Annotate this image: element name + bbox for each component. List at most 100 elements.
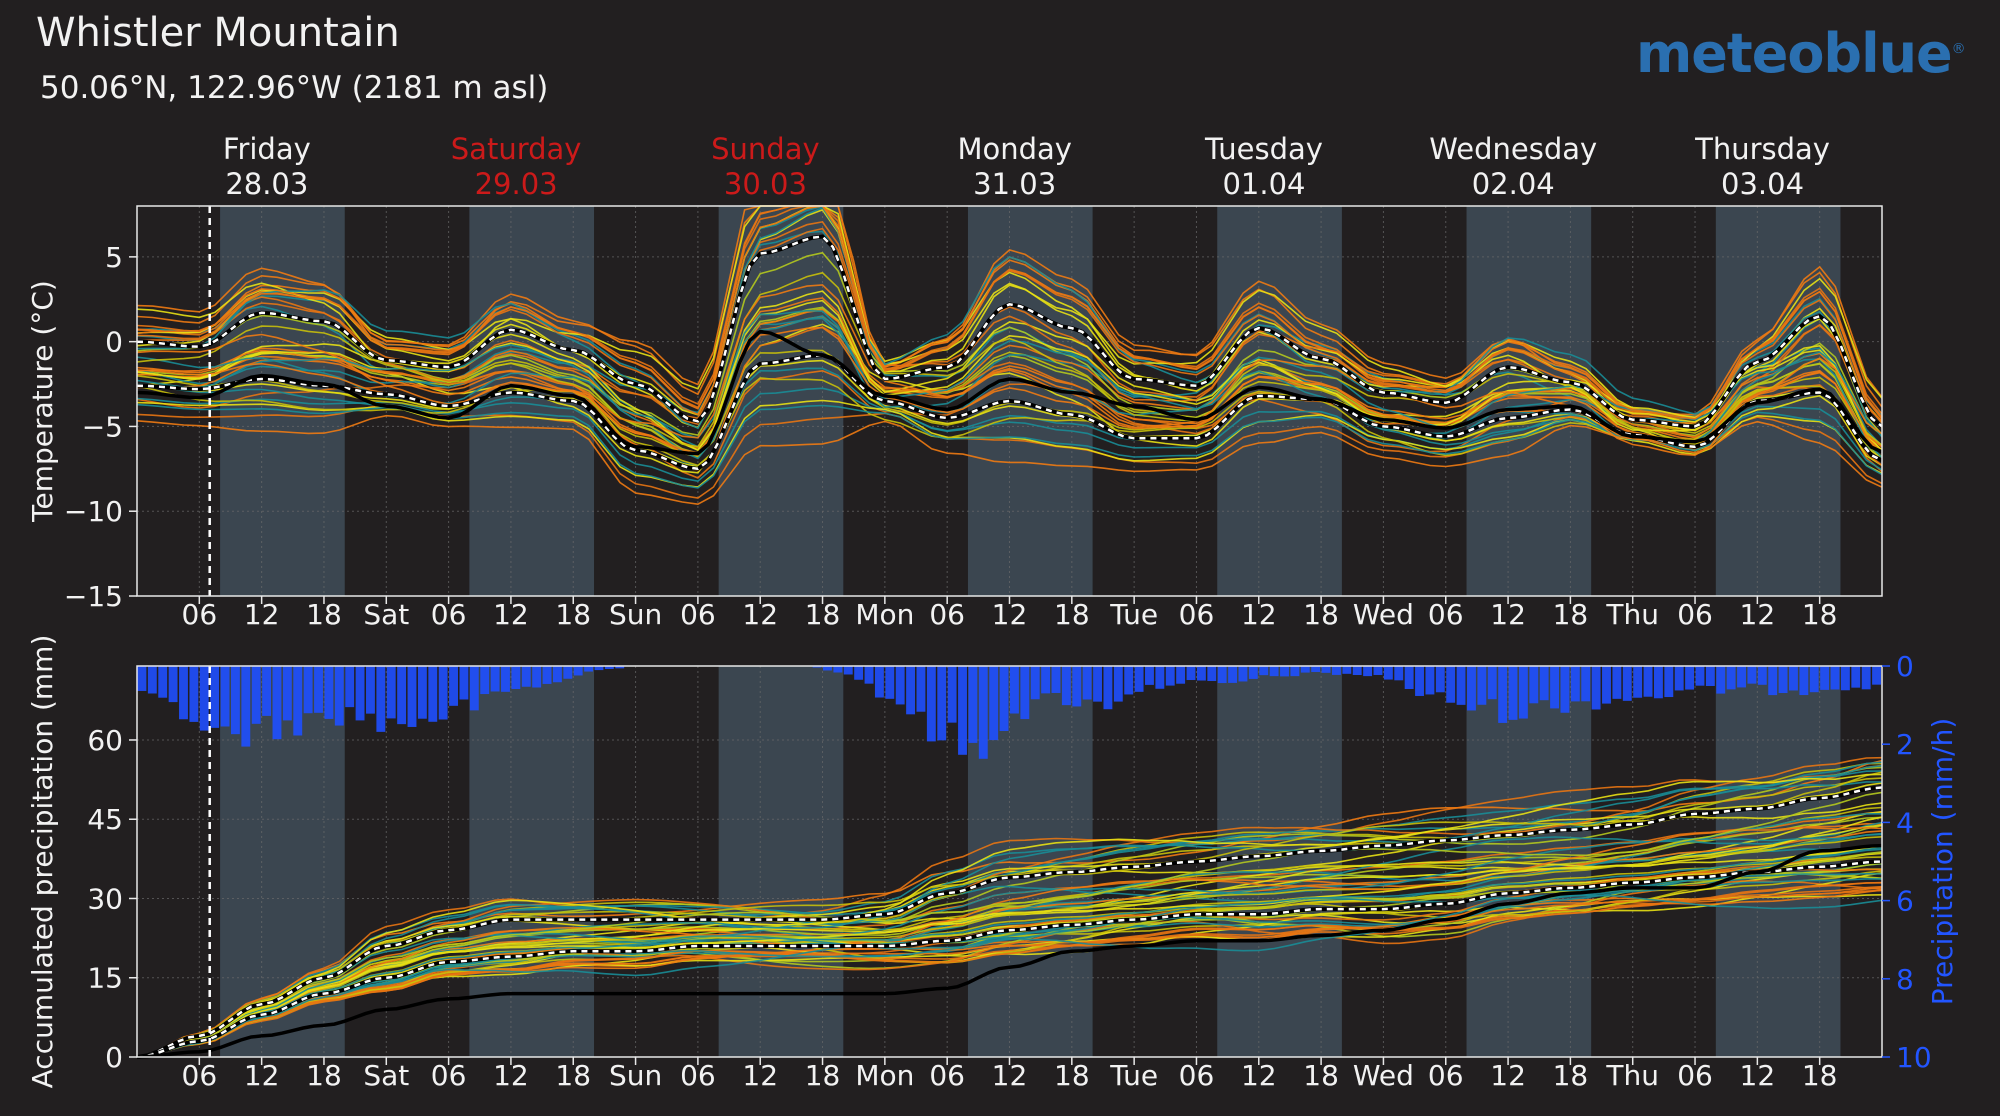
precip-bar bbox=[1487, 666, 1497, 700]
ensemble-line bbox=[136, 205, 1883, 420]
precip-bar bbox=[179, 666, 188, 720]
precip-bar bbox=[604, 666, 614, 669]
x-tick-label: Tue bbox=[1109, 598, 1158, 631]
y-tick-label: 5 bbox=[105, 241, 123, 274]
precip-bar bbox=[251, 666, 261, 724]
precip-bar bbox=[1695, 666, 1705, 686]
precip-bar bbox=[1498, 666, 1508, 723]
precip-bar bbox=[1685, 666, 1695, 690]
y-tick-label: 60 bbox=[87, 724, 123, 757]
ensemble-line bbox=[136, 377, 1883, 467]
day-name-label: Friday bbox=[223, 132, 311, 166]
y2-tick-label: 10 bbox=[1896, 1041, 1932, 1074]
precip-bar bbox=[1622, 666, 1632, 701]
day-name-label: Monday bbox=[957, 132, 1072, 166]
precip-bar bbox=[303, 666, 313, 714]
ensemble-line bbox=[136, 833, 1883, 1058]
precip-bar bbox=[563, 666, 573, 679]
ensemble-line bbox=[136, 271, 1883, 448]
precip-bar bbox=[147, 666, 157, 694]
precip-bar bbox=[989, 666, 999, 741]
precip-bar bbox=[1093, 666, 1102, 702]
x-tick-label: 06 bbox=[1428, 1059, 1464, 1092]
precip-bar bbox=[812, 666, 822, 668]
x-tick-label: 06 bbox=[1677, 1059, 1713, 1092]
ensemble-line bbox=[136, 848, 1883, 1058]
precip-bar bbox=[1747, 666, 1757, 684]
precip-bar bbox=[1612, 666, 1622, 699]
precip-bar bbox=[854, 666, 864, 680]
precip-bar bbox=[1581, 666, 1591, 702]
precip-bar bbox=[573, 666, 583, 676]
ensemble-members bbox=[136, 205, 1883, 506]
precip-bar bbox=[199, 666, 209, 731]
precip-bar bbox=[1082, 666, 1092, 700]
ensemble-line bbox=[136, 856, 1883, 1058]
precip-bar bbox=[282, 666, 292, 721]
x-tick-label: 12 bbox=[1740, 598, 1776, 631]
precip-bar bbox=[1830, 666, 1840, 690]
precip-bar bbox=[1508, 666, 1518, 720]
precip-bar bbox=[386, 666, 396, 719]
precip-bar bbox=[210, 666, 220, 728]
x-tick-label: 12 bbox=[742, 1059, 778, 1092]
y-tick-label: 0 bbox=[105, 1041, 123, 1074]
precip-bar bbox=[1435, 666, 1445, 693]
precip-bar bbox=[1737, 666, 1746, 688]
day-name-label: Thursday bbox=[1694, 132, 1830, 166]
precip-bar bbox=[1290, 666, 1300, 677]
precip-bar bbox=[926, 666, 936, 742]
precip-bar bbox=[417, 666, 427, 719]
x-tick-label: 12 bbox=[244, 598, 280, 631]
percentile-line bbox=[136, 235, 1883, 428]
precip-bar bbox=[906, 666, 916, 715]
y2-tick-label: 0 bbox=[1896, 650, 1914, 683]
ensemble-line bbox=[136, 290, 1883, 453]
y2-tick-label: 8 bbox=[1896, 963, 1914, 996]
precip-bar bbox=[1352, 666, 1362, 676]
precip-bar bbox=[1415, 666, 1424, 696]
ensemble-line bbox=[136, 845, 1883, 1058]
x-tick-label: 06 bbox=[1677, 598, 1713, 631]
ensemble-line bbox=[136, 317, 1883, 448]
ensemble-line bbox=[136, 821, 1883, 1058]
x-tick-label: 12 bbox=[992, 598, 1028, 631]
precip-bar bbox=[345, 666, 355, 708]
daytime-band bbox=[1217, 666, 1342, 1057]
precip-bar bbox=[532, 666, 542, 688]
day-name-label: Sunday bbox=[711, 132, 820, 166]
x-tick-label: 18 bbox=[1054, 1059, 1090, 1092]
precip-bar bbox=[1394, 666, 1404, 681]
x-tick-label: 18 bbox=[805, 1059, 841, 1092]
precip-bar bbox=[1799, 666, 1809, 696]
precip-bar bbox=[1643, 666, 1653, 697]
y2-tick-label: 4 bbox=[1896, 806, 1914, 839]
precip-bar bbox=[1311, 666, 1321, 673]
precip-bar bbox=[594, 666, 604, 671]
precip-bar bbox=[1259, 666, 1269, 676]
day-name-label: Tuesday bbox=[1204, 132, 1323, 166]
x-tick-label: 18 bbox=[1054, 598, 1090, 631]
precip-bar bbox=[1010, 666, 1019, 714]
location-subtitle: 50.06°N, 122.96°W (2181 m asl) bbox=[40, 70, 549, 106]
x-tick-label: Mon bbox=[855, 1059, 914, 1092]
ensemble-line bbox=[136, 806, 1883, 1058]
x-tick-label: 06 bbox=[431, 1059, 467, 1092]
precip-bar bbox=[1321, 666, 1331, 673]
precip-bar bbox=[469, 666, 479, 711]
ensemble-line bbox=[136, 782, 1883, 1058]
ensemble-line bbox=[136, 414, 1883, 506]
x-tick-label: 06 bbox=[182, 598, 218, 631]
x-tick-label: Tue bbox=[1109, 1059, 1158, 1092]
precip-bar bbox=[428, 666, 438, 722]
precip-bar bbox=[1404, 666, 1414, 690]
precip-bar bbox=[293, 666, 303, 736]
precip-bar bbox=[1664, 666, 1674, 698]
precip-bar bbox=[1269, 666, 1279, 677]
precip-bar bbox=[1145, 666, 1154, 685]
precip-bar bbox=[1456, 666, 1466, 705]
precip-bar bbox=[1155, 666, 1165, 689]
x-tick-label: 12 bbox=[1241, 1059, 1277, 1092]
ensemble-line bbox=[136, 764, 1883, 1058]
